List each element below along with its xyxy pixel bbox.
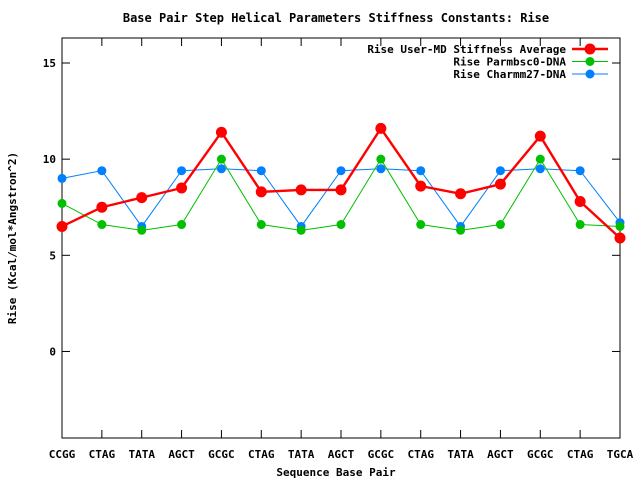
x-tick-label: GCGC [527,448,554,461]
data-point [456,225,466,235]
data-point [416,166,426,176]
data-point [376,164,386,174]
data-point [574,195,586,207]
x-tick-label: GCGC [368,448,395,461]
data-point [495,166,505,176]
series-layer [56,122,626,244]
data-point [534,130,546,142]
x-tick-label: AGCT [328,448,355,461]
data-point [614,232,626,244]
x-tick-label: AGCT [487,448,514,461]
data-point [256,166,266,176]
y-tick-label: 15 [43,57,56,70]
data-point [177,166,187,176]
x-axis-label: Sequence Base Pair [276,466,396,479]
legend-label: Rise User-MD Stiffness Average [367,43,566,56]
data-point [615,221,625,231]
legend-swatch-marker [584,43,596,55]
chart-title: Base Pair Step Helical Parameters Stiffn… [123,11,549,25]
data-point [376,154,386,164]
data-point [455,188,467,200]
data-point [97,220,107,230]
x-tick-label: TATA [128,448,155,461]
data-point [494,178,506,190]
data-point [256,220,266,230]
data-point [375,122,387,134]
data-point [57,173,67,183]
data-point [335,184,347,196]
legend-swatch-marker [585,57,595,66]
x-tick-label: TATA [288,448,315,461]
x-tick-label: TATA [447,448,474,461]
x-tick-label: TGCA [607,448,634,461]
data-point [97,166,107,176]
data-point [495,220,505,230]
x-tick-label: AGCT [168,448,195,461]
data-point [575,166,585,176]
data-point [216,164,226,174]
legend-label: Rise Parmbsc0-DNA [453,56,566,69]
data-point [535,164,545,174]
data-point [215,126,227,138]
x-tick-label: GCGC [208,448,235,461]
data-point [336,166,346,176]
data-point [137,225,147,235]
x-tick-label: CTAG [407,448,434,461]
data-point [177,220,187,230]
y-tick-label: 10 [43,153,56,166]
plot-frame [61,37,621,439]
x-tick-label: CTAG [248,448,275,461]
data-point [295,184,307,196]
data-point [336,220,346,230]
data-point [216,154,226,164]
data-point [296,225,306,235]
data-point [96,201,108,213]
axis-ticks: 0 5 10 15 CCGG CTAG TATA AGCT GCGC CTAG TATA AGCT GC… [43,38,634,461]
data-point [535,154,545,164]
x-tick-label: CCGG [49,448,76,461]
y-tick-label: 0 [49,345,56,358]
data-point [56,220,68,232]
series-2 [57,154,625,235]
legend-label: Rise Charmm27-DNA [453,68,566,81]
y-tick-label: 5 [49,249,56,262]
data-point [255,186,267,198]
x-tick-label: CTAG [89,448,116,461]
data-point [415,180,427,192]
legend-swatch-marker [585,69,595,79]
data-point [575,220,585,230]
data-point [416,220,426,230]
data-point [57,198,67,208]
data-point [176,182,188,194]
series-1 [56,122,626,244]
data-point [136,192,148,204]
y-axis-label: Rise (Kcal/mol*Angstron^2) [6,152,19,324]
x-tick-label: CTAG [567,448,594,461]
